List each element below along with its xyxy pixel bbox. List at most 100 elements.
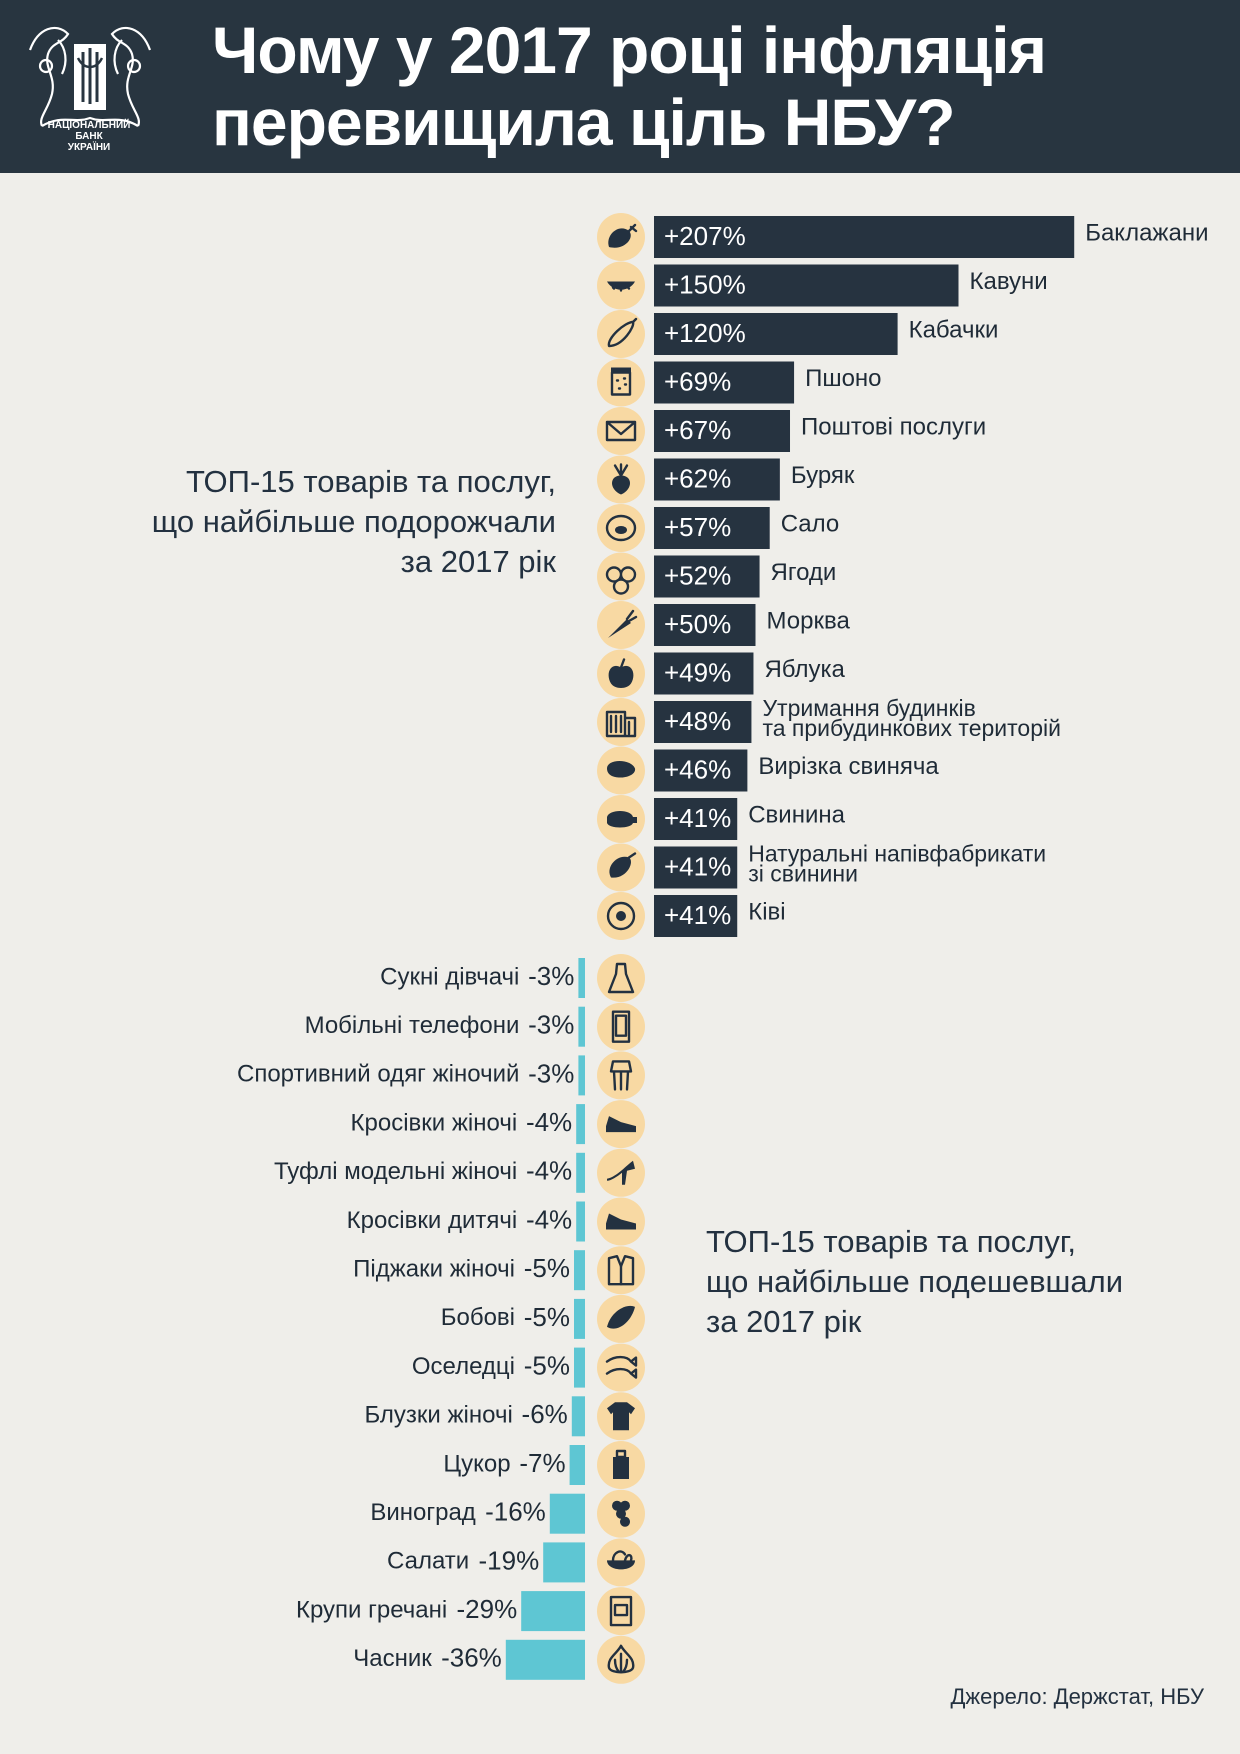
watermelon-icon — [597, 261, 645, 310]
increase-value-label: +69% — [664, 366, 731, 396]
decrease-value-label: -7% — [519, 1448, 565, 1478]
increase-bar — [654, 410, 791, 452]
decrease-item-label: Мобільні телефони — [305, 1012, 520, 1039]
increase-bar — [654, 604, 756, 646]
increase-item-label: Поштові послуги — [801, 413, 986, 440]
decrease-value-label: -4% — [526, 1156, 572, 1186]
apple-icon — [597, 649, 645, 698]
fish-icon — [597, 1343, 645, 1392]
increase-item-label: Утримання будинків — [762, 695, 975, 721]
decrease-value-label: -5% — [524, 1350, 570, 1380]
decrease-bar — [574, 1298, 585, 1339]
increase-item-label: Морква — [767, 607, 851, 634]
decrease-item-label: Спортивний одяг жіночий — [237, 1061, 519, 1088]
pig-icon — [597, 795, 645, 843]
decrease-bar — [578, 1006, 585, 1047]
increase-item-label: Кавуни — [970, 268, 1048, 295]
decrease-bar — [574, 1250, 585, 1291]
kiwi-icon — [597, 892, 645, 940]
sugar-icon — [597, 1441, 645, 1489]
beet-icon — [597, 455, 645, 504]
eggplant-icon — [597, 213, 645, 261]
increase-bar — [654, 701, 752, 743]
decrease-bar — [505, 1639, 585, 1680]
increase-item-label: Вирізка свиняча — [758, 753, 939, 780]
increase-item-label: Ківі — [748, 898, 785, 925]
decrease-value-label: -19% — [478, 1545, 539, 1575]
building-icon — [597, 698, 645, 746]
decrease-item-label: Кросівки дитячі — [347, 1207, 518, 1234]
garlic-icon — [597, 1635, 645, 1684]
increase-bar — [654, 749, 748, 792]
top-decrease-label: ТОП-15 товарів та послуг, що найбільше п… — [706, 1222, 1226, 1342]
envelope-icon — [597, 407, 645, 455]
increase-item-label: Свинина — [748, 801, 845, 828]
increase-item-label: зі свинини — [748, 861, 858, 887]
increase-bar — [654, 264, 959, 307]
decrease-bar — [549, 1493, 585, 1534]
top-increase-label-line: ТОП-15 товарів та послуг, — [186, 464, 556, 499]
beans-icon — [597, 1294, 645, 1343]
increase-value-label: +52% — [664, 560, 731, 590]
decrease-bar — [521, 1591, 585, 1632]
page-title-line: Чому у 2017 році інфляція — [212, 13, 1047, 87]
jacket-icon — [597, 1246, 645, 1295]
dress-icon — [597, 954, 645, 1002]
decrease-item-label: Крупи гречані — [296, 1596, 447, 1623]
top-increase-label-line: за 2017 рік — [400, 544, 556, 579]
decrease-item-label: Туфлі модельні жіночі — [274, 1158, 517, 1185]
decrease-bar — [576, 1201, 585, 1242]
lard-icon — [597, 504, 645, 552]
decrease-bar — [578, 1055, 585, 1096]
decrease-value-label: -3% — [528, 1010, 574, 1040]
phone-icon — [597, 1002, 645, 1051]
decrease-item-label: Кросівки жіночі — [351, 1109, 518, 1136]
source-note: Джерело: Держстат, НБУ — [950, 1684, 1204, 1709]
increase-item-label: Яблука — [764, 656, 845, 683]
decrease-item-label: Цукор — [443, 1450, 510, 1477]
increase-item-label: Пшоно — [805, 365, 881, 392]
kids-sneaker-icon — [597, 1197, 645, 1246]
berries-icon — [597, 552, 645, 601]
logo-caption-line: УКРАЇНИ — [67, 142, 111, 153]
increase-bar — [654, 652, 754, 695]
increase-bar — [654, 458, 780, 501]
decrease-value-label: -5% — [524, 1302, 570, 1332]
increase-value-label: +120% — [664, 318, 746, 348]
grapes-icon — [597, 1489, 645, 1538]
top-decrease-label-line: за 2017 рік — [706, 1304, 862, 1339]
page-title: Чому у 2017 році інфляція перевищила ціл… — [212, 14, 1212, 158]
increase-value-label: +62% — [664, 463, 731, 493]
decrease-value-label: -4% — [526, 1107, 572, 1137]
increase-item-label: Баклажани — [1085, 219, 1208, 246]
increase-value-label: +50% — [664, 609, 731, 639]
increase-item-label: Натуральні напівфабрикати — [748, 841, 1046, 867]
zucchini-icon — [597, 310, 645, 358]
logo-caption-line: НАЦІОНАЛЬНИЙ — [47, 120, 131, 131]
ham-icon — [597, 843, 645, 892]
decrease-value-label: -29% — [456, 1594, 517, 1624]
blouse-icon — [597, 1392, 645, 1441]
decrease-bar — [578, 958, 585, 998]
increase-value-label: +46% — [664, 754, 731, 784]
increase-value-label: +41% — [664, 851, 731, 881]
increase-value-label: +150% — [664, 269, 746, 299]
millet-jar-icon — [597, 358, 645, 407]
decrease-bar — [571, 1396, 585, 1437]
increase-value-label: +41% — [664, 803, 731, 833]
decrease-value-label: -3% — [528, 961, 574, 991]
increase-item-label: та прибудинкових територій — [762, 715, 1061, 741]
increase-bar — [654, 555, 760, 598]
decrease-item-label: Виноград — [370, 1499, 475, 1526]
increase-bar — [654, 895, 738, 937]
increase-item-label: Ягоди — [771, 559, 837, 586]
decrease-value-label: -6% — [522, 1399, 568, 1429]
decrease-bar — [574, 1347, 585, 1388]
decrease-value-label: -3% — [528, 1058, 574, 1088]
decrease-value-label: -4% — [526, 1204, 572, 1234]
steak-icon — [597, 746, 645, 795]
increase-item-label: Буряк — [791, 462, 855, 489]
decrease-item-label: Піджаки жіночі — [353, 1256, 515, 1283]
decrease-item-label: Часник — [353, 1645, 432, 1672]
